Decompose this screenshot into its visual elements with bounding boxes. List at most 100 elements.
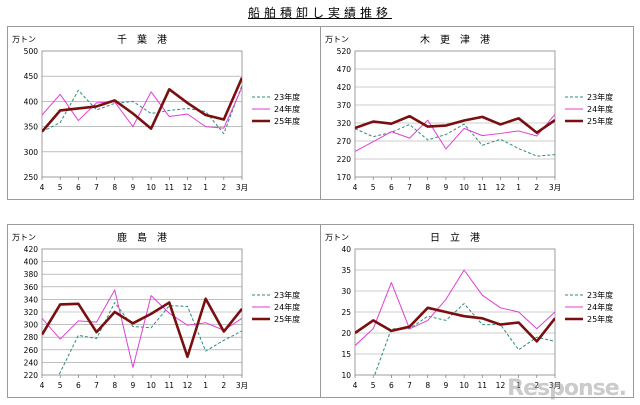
y-tick-label: 260: [24, 346, 39, 355]
y-tick-label: 40: [341, 245, 351, 254]
x-tick-label: 12: [496, 183, 506, 192]
chart-title: 千 葉 港: [117, 33, 167, 46]
y-tick-label: 470: [337, 65, 352, 74]
y-tick-label: 380: [24, 270, 39, 279]
chart-title: 日 立 港: [430, 231, 480, 244]
y-tick-label: 220: [337, 155, 352, 164]
x-tick-label: 6: [76, 183, 81, 192]
x-tick-label: 7: [94, 183, 99, 192]
x-tick-label: 6: [76, 381, 81, 390]
chart-svg: 木 更 津 港 万トン 170 220 270 320 370 420 470 520 4 5 6 7 8 9…: [325, 34, 613, 192]
x-tick-label: 7: [94, 381, 99, 390]
y-tick-label: 15: [341, 350, 351, 359]
y-tick-label: 35: [341, 266, 351, 275]
y-tick-label: 250: [24, 173, 39, 182]
x-tick-label: 11: [477, 381, 487, 390]
series-line-3: [355, 114, 555, 135]
legend-label: 25年度: [274, 116, 300, 126]
legend-label: 25年度: [587, 116, 613, 126]
series-group: [42, 77, 242, 135]
series-line-2: [42, 87, 242, 129]
x-tick-label: 12: [183, 183, 193, 192]
x-tick-label: 7: [407, 183, 412, 192]
x-tick-label: 12: [183, 381, 193, 390]
chart-title: 木 更 津 港: [420, 34, 490, 46]
x-tick-label: 1: [516, 183, 521, 192]
series-group: [355, 114, 555, 157]
series-line-2: [355, 269, 555, 346]
x-tick-label: 5: [371, 183, 376, 192]
chart-panel-kashima: 鹿 島 港万トン 220 240 260 280 300 320 340 360 380 400 42…: [7, 224, 321, 398]
legend-label: 25年度: [587, 314, 613, 324]
x-tick-label: 10: [459, 183, 469, 192]
y-tick-label: 520: [337, 47, 352, 56]
y-tick-label: 270: [337, 137, 352, 146]
x-tick-label: 3月: [549, 381, 561, 390]
y-tick-label: 400: [24, 258, 39, 267]
y-tick-label: 300: [24, 321, 39, 330]
series-line-3: [42, 77, 242, 133]
x-tick-label: 9: [444, 381, 449, 390]
y-tick-label: 220: [24, 371, 39, 380]
y-tick-label: 320: [24, 308, 39, 317]
series-group: [355, 269, 555, 375]
legend-label: 24年度: [587, 302, 613, 312]
y-tick-label: 400: [24, 97, 39, 106]
y-tick-label: 20: [341, 329, 351, 338]
plot-area: [354, 50, 556, 178]
legend-label: 24年度: [274, 104, 300, 114]
y-tick-label: 360: [24, 283, 39, 292]
x-tick-label: 9: [131, 381, 136, 390]
x-tick-label: 12: [496, 381, 506, 390]
x-tick-label: 8: [425, 381, 430, 390]
x-tick-label: 5: [371, 381, 376, 390]
series-group: [42, 289, 242, 375]
y-axis-unit-label: 万トン: [12, 35, 36, 44]
x-tick-label: 10: [146, 381, 156, 390]
x-tick-label: 4: [353, 381, 358, 390]
x-tick-label: 2: [534, 381, 539, 390]
x-tick-label: 4: [353, 183, 358, 192]
x-tick-label: 1: [516, 381, 521, 390]
series-line-3: [42, 297, 242, 359]
y-tick-label: 240: [24, 358, 39, 367]
y-tick-label: 25: [341, 308, 351, 317]
x-tick-label: 10: [459, 381, 469, 390]
x-tick-label: 8: [112, 183, 117, 192]
x-tick-label: 2: [534, 183, 539, 192]
x-tick-label: 3月: [236, 381, 248, 390]
y-tick-label: 500: [24, 47, 39, 56]
legend-label: 24年度: [274, 302, 300, 312]
page-title: 船舶積卸し実績推移: [247, 6, 392, 20]
x-tick-label: 8: [112, 381, 117, 390]
series-line-1: [58, 302, 242, 375]
chart-title: 鹿 島 港: [117, 231, 167, 244]
y-axis-unit-label: 万トン: [12, 233, 36, 242]
y-tick-label: 300: [24, 148, 39, 157]
x-tick-label: 5: [58, 381, 63, 390]
x-tick-label: 4: [40, 381, 45, 390]
chart-panel-kisarazu: 木 更 津 港 万トン 170 220 270 320 370 420 470 520 4 5 6 7 8 9…: [320, 26, 634, 200]
y-tick-label: 420: [337, 83, 352, 92]
x-tick-label: 10: [146, 183, 156, 192]
legend-label: 24年度: [587, 104, 613, 114]
y-axis-unit-label: 万トン: [325, 233, 349, 242]
chart-panel-chiba: 千 葉 港万トン 250 300 350 400 450 500 4 5 6 7 8 9 10 11 12 1 2…: [7, 26, 321, 200]
x-tick-label: 4: [40, 183, 45, 192]
y-tick-label: 170: [337, 173, 352, 182]
x-tick-label: 8: [425, 183, 430, 192]
series-line-3: [355, 306, 555, 343]
y-tick-label: 340: [24, 295, 39, 304]
x-tick-label: 6: [389, 183, 394, 192]
x-tick-label: 11: [164, 381, 174, 390]
x-tick-label: 1: [203, 183, 208, 192]
x-tick-label: 5: [58, 183, 63, 192]
chart-svg: 鹿 島 港万トン22024026028030032034036038040042…: [12, 231, 300, 390]
x-tick-label: 2: [221, 183, 226, 192]
x-tick-label: 9: [444, 183, 449, 192]
y-tick-label: 420: [24, 245, 39, 254]
response-watermark: Response.: [507, 376, 627, 401]
x-tick-label: 11: [164, 183, 174, 192]
